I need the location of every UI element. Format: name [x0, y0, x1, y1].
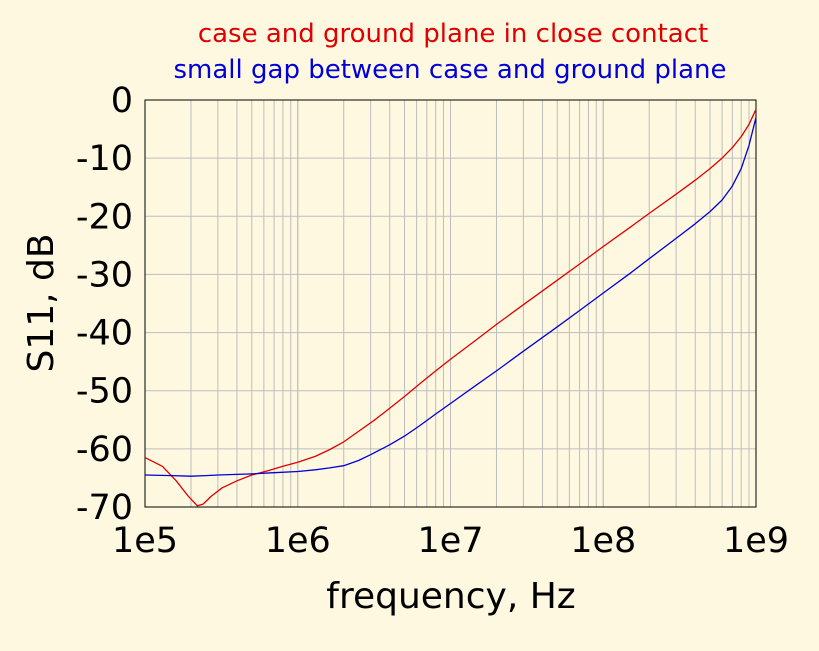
legend-entry-small-gap: small gap between case and ground plane [173, 55, 726, 85]
x-tick-label: 1e5 [112, 521, 178, 561]
y-tick-label: 0 [111, 81, 133, 121]
legend-entry-close-contact: case and ground plane in close contact [198, 19, 708, 49]
series-line-close-contact [144, 109, 757, 507]
y-axis-label: S11, dB [21, 233, 62, 372]
series-layer [144, 109, 757, 507]
x-tick-label: 1e7 [417, 521, 483, 561]
y-tick-label: -60 [76, 430, 133, 470]
x-tick-label: 1e6 [265, 521, 331, 561]
y-tick-label: -70 [76, 488, 133, 528]
x-tick-label: 1e9 [723, 521, 789, 561]
y-tick-label: -20 [76, 197, 133, 237]
tick-labels: 1e5 1e6 1e7 1e8 1e9 0 -10 -20 -30 -40 -50 -60 -70 [76, 81, 789, 561]
y-tick-label: -10 [76, 139, 133, 179]
y-tick-label: -30 [76, 255, 133, 295]
x-axis-label: frequency, Hz [326, 576, 575, 617]
series-line-small-gap [144, 117, 757, 477]
y-tick-label: -50 [76, 372, 133, 412]
plot-frame [144, 99, 757, 508]
x-tick-label: 1e8 [570, 521, 636, 561]
y-tick-label: -40 [76, 314, 133, 354]
